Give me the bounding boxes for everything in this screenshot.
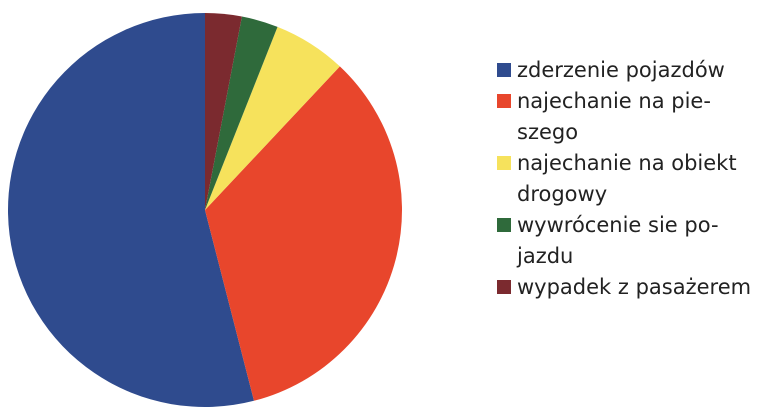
legend-swatch (497, 94, 511, 108)
legend-label: wypadek z pasażerem (517, 275, 752, 299)
legend-item: zderzenie pojazdów (497, 55, 775, 86)
legend-swatch (497, 156, 511, 170)
pie-slice (8, 13, 254, 407)
legend-swatch (497, 280, 511, 294)
legend-swatch (497, 63, 511, 77)
legend-item: wypadek z pasażerem (497, 272, 775, 303)
pie-slice (205, 66, 403, 401)
legend: zderzenie pojazdów najechanie na pie- sze… (497, 55, 775, 303)
pie-slice (205, 13, 242, 210)
legend-label: zderzenie pojazdów (517, 58, 725, 82)
legend-item: wywrócenie sie po- jazdu (497, 210, 775, 272)
pie-slice (205, 16, 278, 211)
legend-label: najechanie na obiekt drogowy (517, 151, 737, 206)
legend-item: najechanie na obiekt drogowy (497, 148, 775, 210)
legend-item: najechanie na pie- szego (497, 86, 775, 148)
legend-label: wywrócenie sie po- jazdu (517, 213, 719, 268)
pie-slice (205, 26, 340, 211)
legend-label: najechanie na pie- szego (517, 89, 711, 144)
pie-chart (8, 13, 403, 407)
legend-swatch (497, 218, 511, 232)
